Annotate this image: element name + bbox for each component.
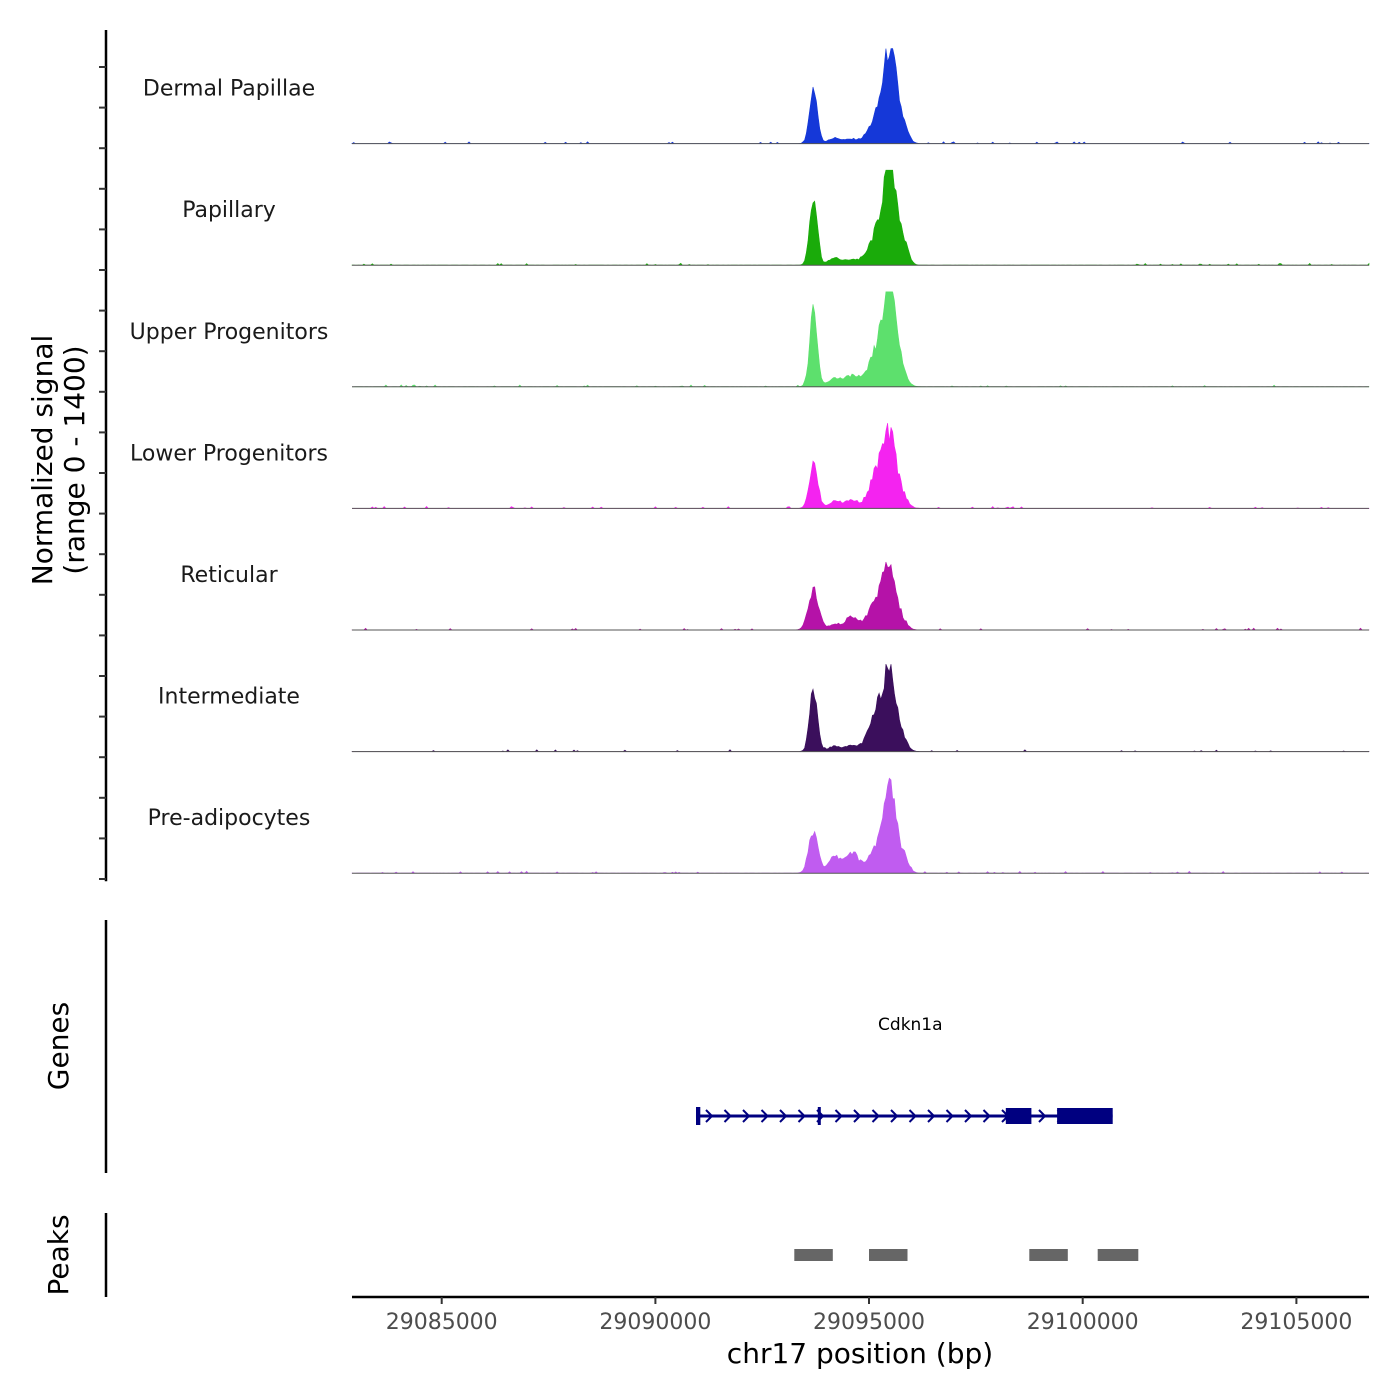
track-label: Intermediate (158, 685, 300, 710)
strand-arrow (1038, 1109, 1047, 1123)
strand-arrow (945, 1109, 954, 1123)
strand-arrow (927, 1109, 936, 1123)
gene-name: Cdkn1a (878, 1015, 943, 1035)
track-reticular: Reticular (180, 561, 1370, 631)
strand-arrow (742, 1109, 751, 1123)
signal-area (351, 561, 1370, 631)
track-label: Dermal Papillae (143, 77, 315, 102)
strand-arrow (760, 1109, 769, 1123)
track-label: Lower Progenitors (130, 441, 328, 466)
strand-arrow (871, 1109, 880, 1123)
strand-arrow (890, 1109, 899, 1123)
strand-arrow (853, 1109, 862, 1123)
track-label: Pre-adipocytes (148, 806, 311, 831)
strand-arrow (779, 1109, 788, 1123)
peak-region (1029, 1249, 1068, 1261)
peak-region (869, 1249, 908, 1261)
gene-exon (1057, 1108, 1113, 1124)
peaks-panel (104, 1213, 1139, 1297)
y-axis-title-line2: (range 0 - 1400) (58, 345, 91, 574)
peaks-panel-label: Peaks (42, 1214, 75, 1295)
signal-area (351, 422, 1370, 509)
x-tick-label: 29095000 (813, 1310, 925, 1335)
gene-exon (696, 1107, 701, 1125)
signal-area (351, 663, 1370, 752)
x-tick-label: 29085000 (386, 1310, 498, 1335)
track-pre-adipocytes: Pre-adipocytes (148, 777, 1370, 874)
strand-arrow (705, 1109, 714, 1123)
strand-arrow (964, 1109, 973, 1123)
y-axis-title-line1: Normalized signal (26, 335, 59, 586)
track-intermediate: Intermediate (158, 663, 1370, 753)
track-lower-progenitors: Lower Progenitors (130, 422, 1370, 509)
gene-exon (817, 1107, 821, 1125)
track-dermal-papillae: Dermal Papillae (143, 48, 1370, 145)
x-tick-label: 29100000 (1027, 1310, 1139, 1335)
genes-panel-label: Genes (42, 1002, 75, 1090)
strand-arrow (908, 1109, 917, 1123)
strand-arrow (797, 1109, 806, 1123)
track-label: Papillary (182, 198, 276, 223)
x-tick-label: 29090000 (599, 1310, 711, 1335)
gene-exon (1005, 1108, 1032, 1124)
strand-arrow (982, 1109, 991, 1123)
signal-area (351, 169, 1370, 266)
track-label: Reticular (180, 563, 278, 588)
track-papillary: Papillary (182, 169, 1370, 266)
track-upper-progenitors: Upper Progenitors (130, 291, 1370, 388)
signal-area (352, 291, 1370, 388)
genes-panel: Cdkn1a (104, 920, 1113, 1173)
strand-arrow (834, 1109, 843, 1123)
peak-region (794, 1249, 833, 1261)
coverage-tracks: Dermal Papillae Papillary Upper Progenitor… (99, 30, 1370, 882)
gene-cdkn1a: Cdkn1a (695, 1015, 1113, 1125)
strand-arrow (723, 1109, 732, 1123)
x-axis-title: chr17 position (bp) (727, 1337, 993, 1370)
signal-area (351, 777, 1370, 874)
track-label: Upper Progenitors (130, 320, 329, 345)
signal-area (350, 48, 1370, 144)
x-axis: 29085000 29090000 29095000 29100000 29105000 (352, 1295, 1369, 1335)
x-tick-label: 29105000 (1240, 1310, 1352, 1335)
peak-region (1097, 1249, 1139, 1261)
